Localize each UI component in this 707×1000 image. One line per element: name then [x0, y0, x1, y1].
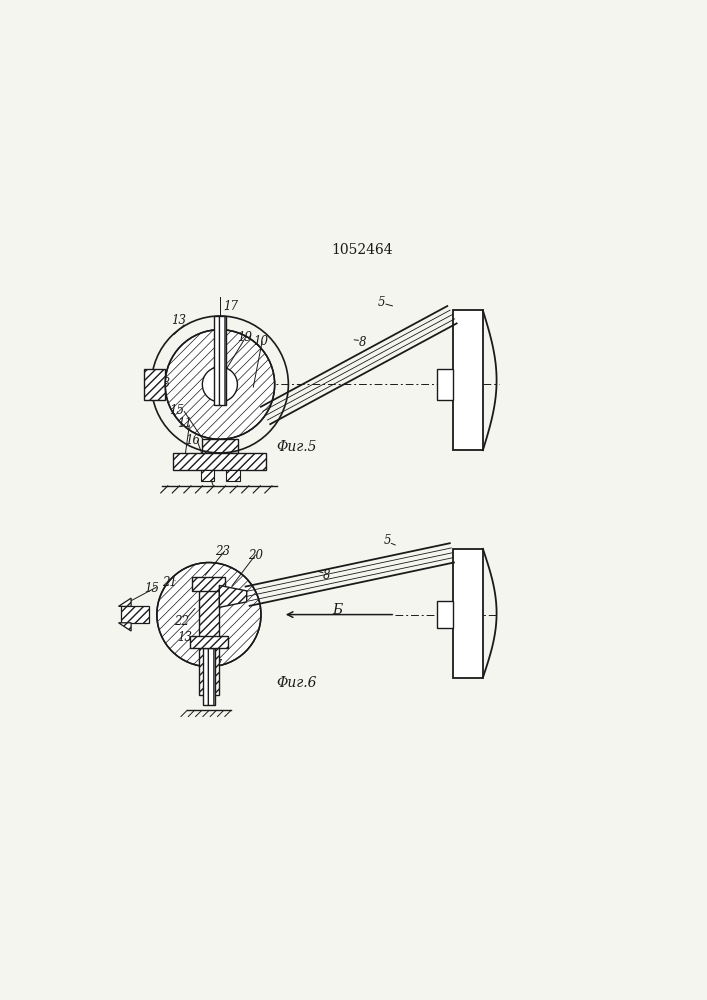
Text: 8: 8 [358, 336, 366, 349]
Text: 23: 23 [215, 545, 230, 558]
Text: 1052464: 1052464 [332, 243, 393, 257]
Bar [199, 586, 219, 695]
Text: 18: 18 [155, 377, 170, 390]
Text: 5: 5 [383, 534, 391, 547]
Text: 11: 11 [177, 417, 192, 430]
Bar [201, 470, 214, 481]
Circle shape [165, 330, 275, 439]
Bar [122, 606, 148, 623]
Text: 13: 13 [177, 631, 192, 644]
Bar [189, 636, 228, 648]
Bar [144, 369, 165, 400]
Text: 10: 10 [254, 335, 269, 348]
Polygon shape [119, 598, 131, 606]
Text: 13: 13 [171, 314, 186, 327]
Text: Б: Б [332, 603, 343, 617]
Bar [203, 648, 215, 705]
Bar [214, 316, 226, 405]
Bar [452, 549, 483, 678]
Text: 15: 15 [170, 404, 185, 417]
Text: 17: 17 [207, 659, 222, 672]
Circle shape [157, 563, 261, 667]
Bar [226, 470, 240, 481]
Bar [438, 601, 452, 628]
Text: 21: 21 [162, 576, 177, 589]
Bar [173, 453, 267, 470]
Text: Φиг.6: Φиг.6 [276, 676, 317, 690]
Polygon shape [119, 623, 131, 631]
Text: 16: 16 [185, 434, 200, 447]
Text: 20: 20 [248, 549, 263, 562]
Circle shape [202, 367, 238, 402]
Bar [438, 369, 452, 400]
Text: 17: 17 [223, 300, 238, 313]
Bar [192, 577, 226, 591]
Text: 19: 19 [237, 331, 252, 344]
Text: 22: 22 [174, 615, 189, 628]
Text: 8: 8 [323, 569, 330, 582]
Polygon shape [219, 585, 247, 607]
Bar [452, 310, 483, 450]
Text: Φиг.5: Φиг.5 [276, 440, 317, 454]
Text: 15: 15 [144, 582, 159, 595]
Bar [202, 439, 238, 453]
Text: 5: 5 [378, 296, 385, 309]
